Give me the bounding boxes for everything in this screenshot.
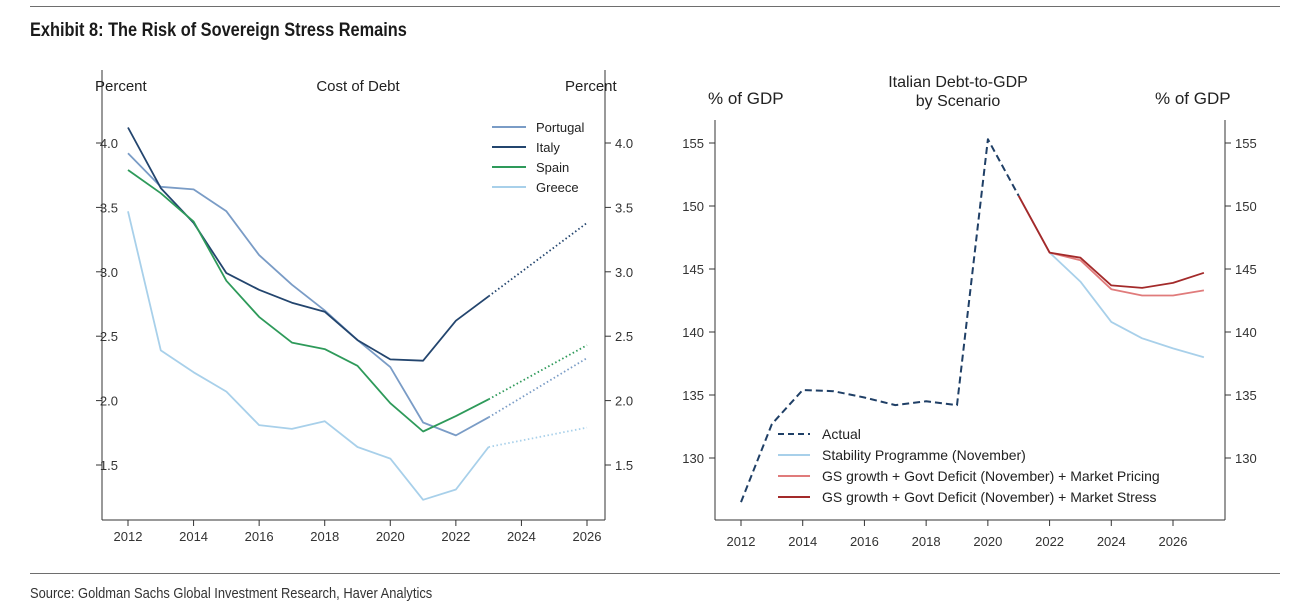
chart1-xtick-label: 2022	[441, 529, 470, 544]
chart1-xtick-label: 2018	[310, 529, 339, 544]
chart1-ytick-label-left: 1.5	[100, 458, 118, 473]
chart1-series-projection-spain	[488, 344, 588, 401]
chart1-xtick-label: 2024	[507, 529, 536, 544]
chart1-series-projection-italy	[488, 222, 588, 298]
chart1-xtick-label: 2026	[573, 529, 602, 544]
chart2-title: Italian Debt-to-GDP	[888, 74, 1028, 91]
exhibit-title: Exhibit 8: The Risk of Sovereign Stress …	[30, 20, 407, 41]
chart1-xtick-label: 2020	[376, 529, 405, 544]
chart1-series-line-spain	[127, 169, 490, 433]
chart1-title: Cost of Debt	[316, 78, 400, 95]
chart1-ytick-label-right: 2.5	[615, 329, 633, 344]
chart1-series-projection-greece	[488, 426, 588, 448]
chart2-ytick-label-right: 150	[1235, 199, 1257, 214]
chart1-legend-label: Italy	[536, 140, 560, 155]
chart2-ytick-label-left: 150	[682, 199, 704, 214]
bottom-rule	[30, 573, 1280, 574]
chart1-ytick-label-right: 2.0	[615, 394, 633, 409]
chart1-legend-label: Spain	[536, 160, 569, 175]
chart2-ylabel-left: % of GDP	[708, 89, 784, 108]
chart2-ytick-label-right: 140	[1235, 325, 1257, 340]
chart2-series-line-gs-growth-govt-deficit-november-market-stress	[1017, 195, 1205, 289]
chart2-xtick-label: 2014	[788, 534, 817, 549]
chart2-xtick-label: 2012	[727, 534, 756, 549]
chart2-ytick-label-left: 155	[682, 136, 704, 151]
chart2-xtick-label: 2026	[1159, 534, 1188, 549]
chart1-series-projection-portugal	[488, 357, 588, 419]
chart2-xtick-label: 2022	[1035, 534, 1064, 549]
chart1-ytick-label-right: 3.0	[615, 265, 633, 280]
chart1-legend-label: Portugal	[536, 120, 585, 135]
chart1-xtick-label: 2016	[245, 529, 274, 544]
chart1-ytick-label-left: 4.0	[100, 136, 118, 151]
chart2-ytick-label-right: 145	[1235, 262, 1257, 277]
chart1-series-line-portugal	[127, 152, 490, 437]
chart1-ylabel-left: Percent	[95, 78, 148, 95]
chart2-series-line-actual	[740, 138, 1020, 503]
chart2-subtitle: by Scenario	[916, 93, 1001, 110]
chart2-ytick-label-left: 140	[682, 325, 704, 340]
chart1-ytick-label-right: 1.5	[615, 458, 633, 473]
chart2-ylabel-right: % of GDP	[1155, 89, 1231, 108]
chart2-legend-label: GS growth + Govt Deficit (November) + Ma…	[822, 489, 1157, 505]
chart2-legend-label: Stability Programme (November)	[822, 447, 1026, 463]
chart1-xtick-label: 2012	[114, 529, 143, 544]
chart2-xtick-label: 2024	[1097, 534, 1126, 549]
chart2-series-line-stability-programme-november-	[1017, 195, 1205, 359]
chart2-ytick-label-left: 145	[682, 262, 704, 277]
chart2-xtick-label: 2016	[850, 534, 879, 549]
chart2-xtick-label: 2018	[912, 534, 941, 549]
chart1-ytick-label-right: 4.0	[615, 136, 633, 151]
chart1-ylabel-right: Percent	[565, 78, 618, 95]
chart1-legend-label: Greece	[536, 180, 579, 195]
chart2-ytick-label-left: 130	[682, 451, 704, 466]
chart2-ytick-label-right: 130	[1235, 451, 1257, 466]
chart2-xtick-label: 2020	[973, 534, 1002, 549]
chart2-legend-label: Actual	[822, 426, 861, 442]
chart1-ytick-label-left: 2.0	[100, 394, 118, 409]
chart1-series-line-greece	[127, 211, 490, 501]
chart1-ytick-label-left: 3.0	[100, 265, 118, 280]
chart2-ytick-label-right: 135	[1235, 388, 1257, 403]
chart2-legend-label: GS growth + Govt Deficit (November) + Ma…	[822, 468, 1160, 484]
chart1-ytick-label-right: 3.5	[615, 200, 633, 215]
top-rule	[30, 6, 1280, 7]
chart2-ytick-label-right: 155	[1235, 136, 1257, 151]
chart1-ytick-label-left: 3.5	[100, 200, 118, 215]
chart2-ytick-label-left: 135	[682, 388, 704, 403]
chart1-xtick-label: 2014	[179, 529, 208, 544]
chart1-ytick-label-left: 2.5	[100, 329, 118, 344]
source-note: Source: Goldman Sachs Global Investment …	[30, 585, 433, 602]
chart1-series-line-italy	[127, 127, 490, 362]
